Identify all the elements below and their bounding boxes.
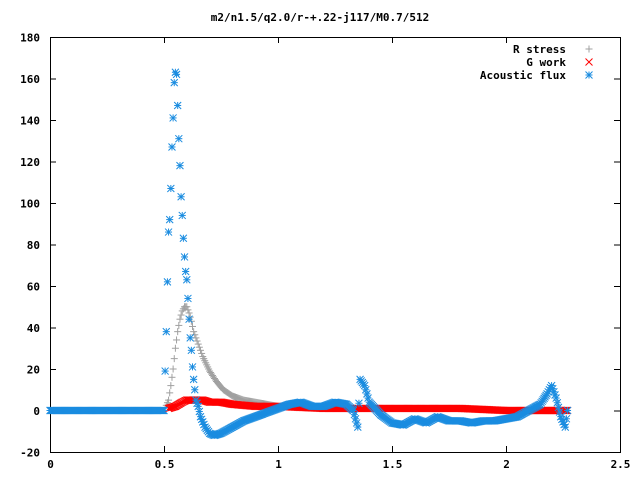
legend-label: R stress: [513, 43, 566, 56]
data-point: [170, 78, 179, 87]
data-point: [167, 382, 175, 390]
data-point: [195, 407, 204, 416]
data-point: [166, 184, 175, 193]
data-point: [166, 389, 174, 397]
data-point: [185, 315, 193, 324]
data-point: [351, 414, 360, 423]
data-point: [171, 344, 179, 352]
data-point: [168, 143, 176, 151]
data-point: [189, 375, 198, 384]
plot-frame: [50, 37, 621, 453]
legend-label: G work: [526, 56, 566, 69]
legend-marker: [585, 71, 593, 79]
legend-label: Acoustic flux: [480, 69, 566, 82]
data-point: [562, 414, 571, 423]
data-point: [196, 346, 204, 354]
x-tick-label: 2.5: [611, 458, 631, 471]
data-point: [182, 275, 191, 284]
data-point: [554, 403, 563, 412]
y-tick-label: 0: [33, 405, 40, 418]
data-point: [180, 253, 189, 261]
data-point: [186, 334, 195, 342]
data-point: [189, 322, 196, 330]
y-tick-label: -20: [20, 447, 40, 460]
x-axis: 0 0.5 1 1.5 2 2.5: [47, 37, 630, 471]
data-point: [353, 423, 362, 431]
y-tick-label: 120: [20, 156, 40, 169]
data-point: [168, 373, 176, 381]
data-point: [563, 406, 572, 415]
data-point: [165, 215, 174, 224]
data-point: [187, 346, 196, 355]
data-point: [161, 367, 169, 375]
data-point: [177, 192, 185, 201]
x-tick-label: 2: [503, 458, 510, 471]
y-tick-label: 180: [20, 32, 40, 45]
data-point: [194, 402, 203, 411]
data-point: [190, 328, 198, 336]
data-point: [198, 349, 206, 357]
data-point: [191, 331, 199, 339]
data-point: [165, 396, 173, 404]
y-axis: -20 0 20 40 60 80 100 120 140 160 180: [20, 32, 620, 460]
data-point: [169, 114, 177, 122]
data-point: [195, 343, 203, 351]
data-point: [181, 267, 190, 276]
x-tick-label: 1: [275, 458, 282, 471]
series-r-stress: [46, 303, 282, 414]
data-point: [190, 385, 199, 394]
y-tick-label: 100: [20, 198, 40, 211]
data-point: [173, 336, 181, 344]
data-point: [176, 315, 184, 323]
y-tick-label: 20: [27, 364, 40, 377]
x-tick-label: 0.5: [155, 458, 175, 471]
y-tick-label: 140: [20, 115, 40, 128]
data-point: [160, 406, 168, 415]
data-point: [179, 234, 188, 243]
data-point: [169, 365, 177, 373]
data-point: [162, 327, 171, 336]
data-point: [175, 321, 183, 329]
data-point: [184, 306, 192, 314]
legend-marker: [585, 58, 593, 66]
data-point: [555, 408, 564, 416]
x-tick-label: 1.5: [383, 458, 403, 471]
data-point: [188, 363, 197, 371]
data-point: [178, 211, 187, 220]
data-point: [164, 228, 173, 236]
data-point: [163, 277, 172, 286]
data-point: [184, 294, 192, 303]
data-point: [173, 101, 182, 110]
x-tick-label: 0: [47, 458, 54, 471]
data-point: [183, 303, 191, 311]
series-acoustic-flux: [46, 68, 572, 440]
data-point: [174, 328, 182, 336]
y-tick-label: 160: [20, 73, 40, 86]
legend-marker: [585, 45, 593, 53]
data-point: [553, 398, 562, 407]
data-point: [176, 161, 184, 170]
data-point: [194, 340, 202, 348]
chart-title: m2/n1.5/q2.0/r-+.22-j117/M0.7/512: [211, 11, 430, 24]
y-tick-label: 40: [27, 322, 40, 335]
data-point: [185, 309, 193, 317]
data-point: [174, 134, 183, 143]
data-point: [552, 394, 561, 402]
data-point: [561, 423, 570, 431]
y-tick-label: 80: [27, 239, 40, 252]
data-point: [193, 337, 201, 345]
data-point: [172, 70, 181, 79]
y-tick-label: 60: [27, 281, 40, 294]
data-point: [177, 311, 185, 319]
data-point: [170, 355, 178, 363]
data-point: [355, 399, 363, 408]
series-layer: [46, 68, 572, 440]
